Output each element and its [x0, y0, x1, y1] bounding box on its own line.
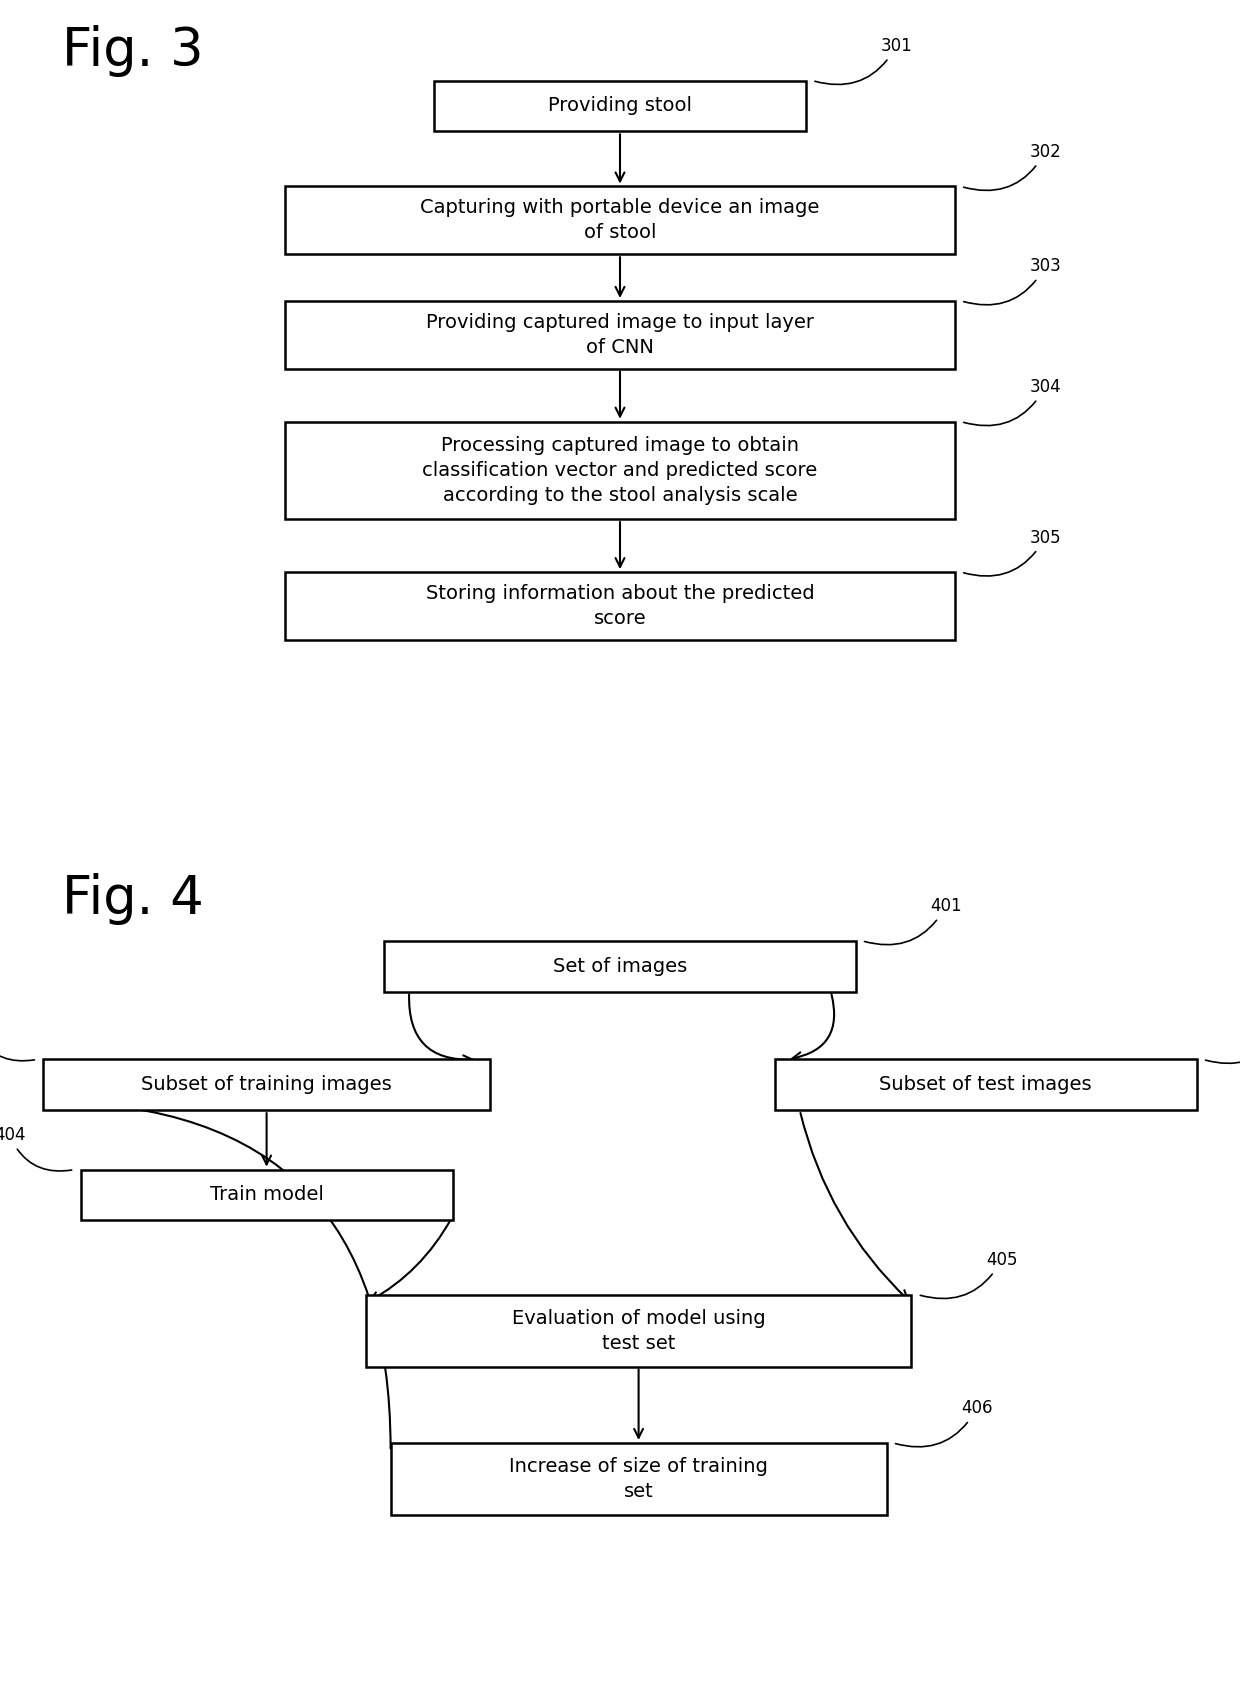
Text: Providing captured image to input layer
of CNN: Providing captured image to input layer …	[427, 314, 813, 356]
Text: Subset of test images: Subset of test images	[879, 1075, 1092, 1095]
FancyArrowPatch shape	[409, 995, 472, 1064]
Text: 301: 301	[815, 37, 913, 85]
Text: 303: 303	[963, 258, 1061, 305]
FancyArrowPatch shape	[801, 1114, 908, 1300]
Text: Evaluation of model using
test set: Evaluation of model using test set	[512, 1309, 765, 1353]
Text: Subset of training images: Subset of training images	[141, 1075, 392, 1095]
Text: Increase of size of training
set: Increase of size of training set	[510, 1458, 768, 1500]
FancyBboxPatch shape	[285, 186, 955, 254]
FancyBboxPatch shape	[285, 573, 955, 639]
Text: 302: 302	[963, 142, 1061, 190]
FancyArrowPatch shape	[371, 1219, 451, 1300]
Text: Processing captured image to obtain
classification vector and predicted score
ac: Processing captured image to obtain clas…	[423, 436, 817, 505]
FancyBboxPatch shape	[775, 1059, 1197, 1110]
Text: 402: 402	[1205, 1015, 1240, 1063]
FancyArrowPatch shape	[48, 1097, 391, 1449]
FancyBboxPatch shape	[81, 1170, 453, 1220]
Text: Storing information about the predicted
score: Storing information about the predicted …	[425, 585, 815, 627]
Text: 305: 305	[963, 529, 1061, 576]
Text: Train model: Train model	[210, 1185, 324, 1205]
Text: 401: 401	[864, 897, 962, 944]
Text: 403: 403	[0, 1015, 35, 1061]
Text: Set of images: Set of images	[553, 956, 687, 976]
FancyBboxPatch shape	[366, 1295, 911, 1366]
FancyBboxPatch shape	[285, 302, 955, 368]
Text: 304: 304	[963, 378, 1061, 425]
Text: Capturing with portable device an image
of stool: Capturing with portable device an image …	[420, 198, 820, 242]
Text: Fig. 4: Fig. 4	[62, 873, 203, 925]
FancyBboxPatch shape	[434, 80, 806, 132]
FancyBboxPatch shape	[43, 1059, 490, 1110]
FancyBboxPatch shape	[384, 941, 856, 992]
Text: 406: 406	[895, 1400, 992, 1448]
FancyBboxPatch shape	[285, 422, 955, 519]
Text: 404: 404	[0, 1125, 72, 1171]
Text: 405: 405	[920, 1251, 1017, 1298]
FancyBboxPatch shape	[391, 1442, 887, 1515]
FancyArrowPatch shape	[792, 995, 835, 1061]
Text: Providing stool: Providing stool	[548, 97, 692, 115]
Text: Fig. 3: Fig. 3	[62, 25, 203, 78]
